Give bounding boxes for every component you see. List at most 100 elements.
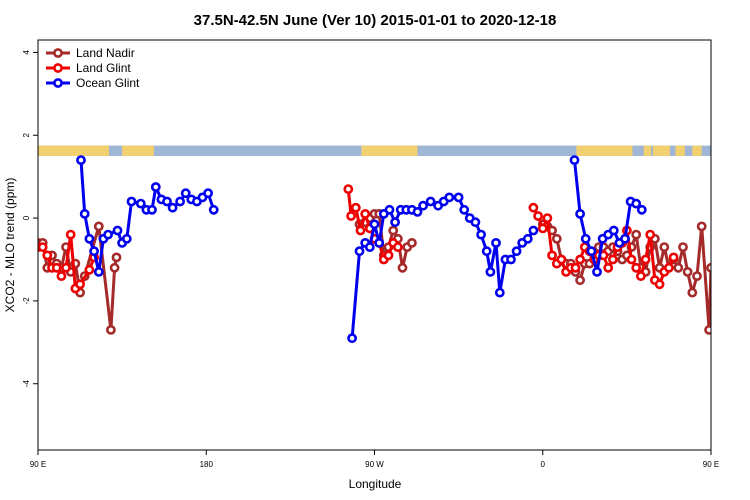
ocean-glint-point [485, 266, 496, 277]
ocean-glint-point [208, 204, 219, 215]
land-glint-point [636, 271, 646, 281]
legend-label: Land Glint [76, 61, 131, 75]
ocean-glint-point [364, 242, 375, 252]
legend-marker [53, 48, 63, 58]
ocean-glint-point [390, 217, 400, 228]
land-nadir-point [706, 262, 711, 273]
land-glint-point [350, 202, 361, 213]
y-tick-label: 2 [22, 132, 31, 137]
y-axis-label: XCO2 - MLO trend (ppm) [3, 178, 17, 313]
land-band-segment [653, 145, 670, 156]
land-glint-point [51, 262, 62, 273]
legend-label: Ocean Glint [76, 76, 140, 90]
land-glint-point [56, 271, 67, 281]
series-ocean-glint [76, 155, 647, 344]
legend-label: Land Nadir [76, 46, 135, 60]
land-nadir-point [704, 325, 711, 335]
land-glint-point [654, 279, 665, 290]
ocean-glint-point [528, 225, 539, 236]
land-glint-point [392, 242, 403, 252]
ocean-glint-point [476, 229, 486, 240]
x-tick-label: 90 E [30, 460, 46, 469]
x-tick-label: 0 [541, 460, 546, 469]
legend-item-land-glint: Land Glint [46, 61, 131, 75]
land-nadir-point [659, 242, 670, 252]
land-glint-point [547, 250, 557, 261]
ocean-glint-point [150, 182, 161, 192]
ocean-glint-point [470, 217, 481, 228]
x-tick-label: 180 [200, 460, 214, 469]
land-glint-point [664, 262, 674, 273]
land-glint-point [346, 211, 356, 221]
land-nadir-point [696, 221, 707, 232]
land-glint-point [360, 208, 371, 219]
ocean-glint-point [147, 204, 157, 215]
ocean-glint-point [76, 155, 86, 165]
ocean-glint-line [79, 159, 216, 274]
ocean-glint-point [384, 204, 395, 215]
land-nadir-point [678, 242, 688, 252]
ocean-glint-point [103, 229, 113, 240]
ocean-glint-point [93, 266, 104, 277]
ocean-glint-point [491, 237, 501, 248]
x-tick-label: 90 E [703, 460, 719, 469]
series-layer [38, 155, 711, 344]
ocean-glint-point [425, 196, 436, 207]
land-band-segment [38, 145, 110, 156]
land-nadir-point [673, 262, 684, 273]
ocean-glint-point [175, 196, 185, 207]
land-nadir-point [575, 275, 585, 286]
ocean-glint-point [162, 196, 172, 207]
ocean-glint-point [608, 225, 619, 236]
land-band-segment [122, 145, 154, 156]
land-glint-point [75, 279, 85, 290]
legend-item-land-nadir: Land Nadir [46, 46, 135, 60]
ocean-glint-point [412, 206, 423, 217]
ocean-glint-point [481, 246, 492, 257]
land-nadir-point [631, 229, 642, 240]
ocean-glint-point [112, 225, 123, 236]
land-glint-point [631, 262, 642, 273]
land-glint-point [537, 223, 548, 234]
x-tick-label: 90 W [365, 460, 384, 469]
ocean-glint-point [126, 196, 137, 207]
land-glint-point [84, 264, 95, 275]
ocean-glint-point [444, 192, 455, 203]
legend-marker [53, 78, 63, 88]
ocean-glint-point [569, 155, 580, 165]
land-glint-point [626, 254, 637, 265]
ocean-glint-point [79, 208, 90, 219]
axes: 90 E 180 90 W 0 90 E 4 2 0 -2 -4 [22, 50, 719, 469]
land-nadir-point [106, 324, 116, 335]
ocean-glint-point [494, 287, 505, 298]
land-nadir-point [406, 237, 417, 248]
ocean-glint-point [135, 198, 146, 209]
legend-marker [53, 63, 63, 73]
ocean-glint-point [121, 233, 132, 244]
ocean-glint-point [374, 237, 385, 248]
land-glint-point [645, 229, 656, 240]
land-nadir-point [692, 271, 702, 281]
ocean-glint-point [580, 233, 591, 244]
land-glint-point [343, 184, 354, 194]
ocean-glint-point [203, 188, 213, 199]
ocean-glint-point [347, 333, 357, 344]
land-band-segment [361, 145, 418, 156]
ocean-glint-point [506, 254, 516, 265]
land-nadir-point [93, 221, 104, 232]
ocean-glint-point [453, 192, 464, 203]
land-band-segment [643, 145, 652, 156]
y-tick-label: 4 [22, 50, 31, 55]
ocean-glint-point [592, 266, 602, 277]
land-glint-point [65, 229, 76, 240]
land-glint-point [640, 254, 651, 265]
ocean-glint-point [369, 219, 380, 230]
land-glint-point [570, 262, 581, 273]
land-glint-point [542, 213, 553, 223]
chart-title: 37.5N-42.5N June (Ver 10) 2015-01-01 to … [194, 12, 557, 29]
land-glint-point [61, 262, 71, 273]
land-nadir-point [397, 262, 408, 273]
ocean-glint-point [354, 246, 365, 257]
land-nadir-point [111, 252, 122, 263]
ocean-glint-point [89, 246, 99, 257]
